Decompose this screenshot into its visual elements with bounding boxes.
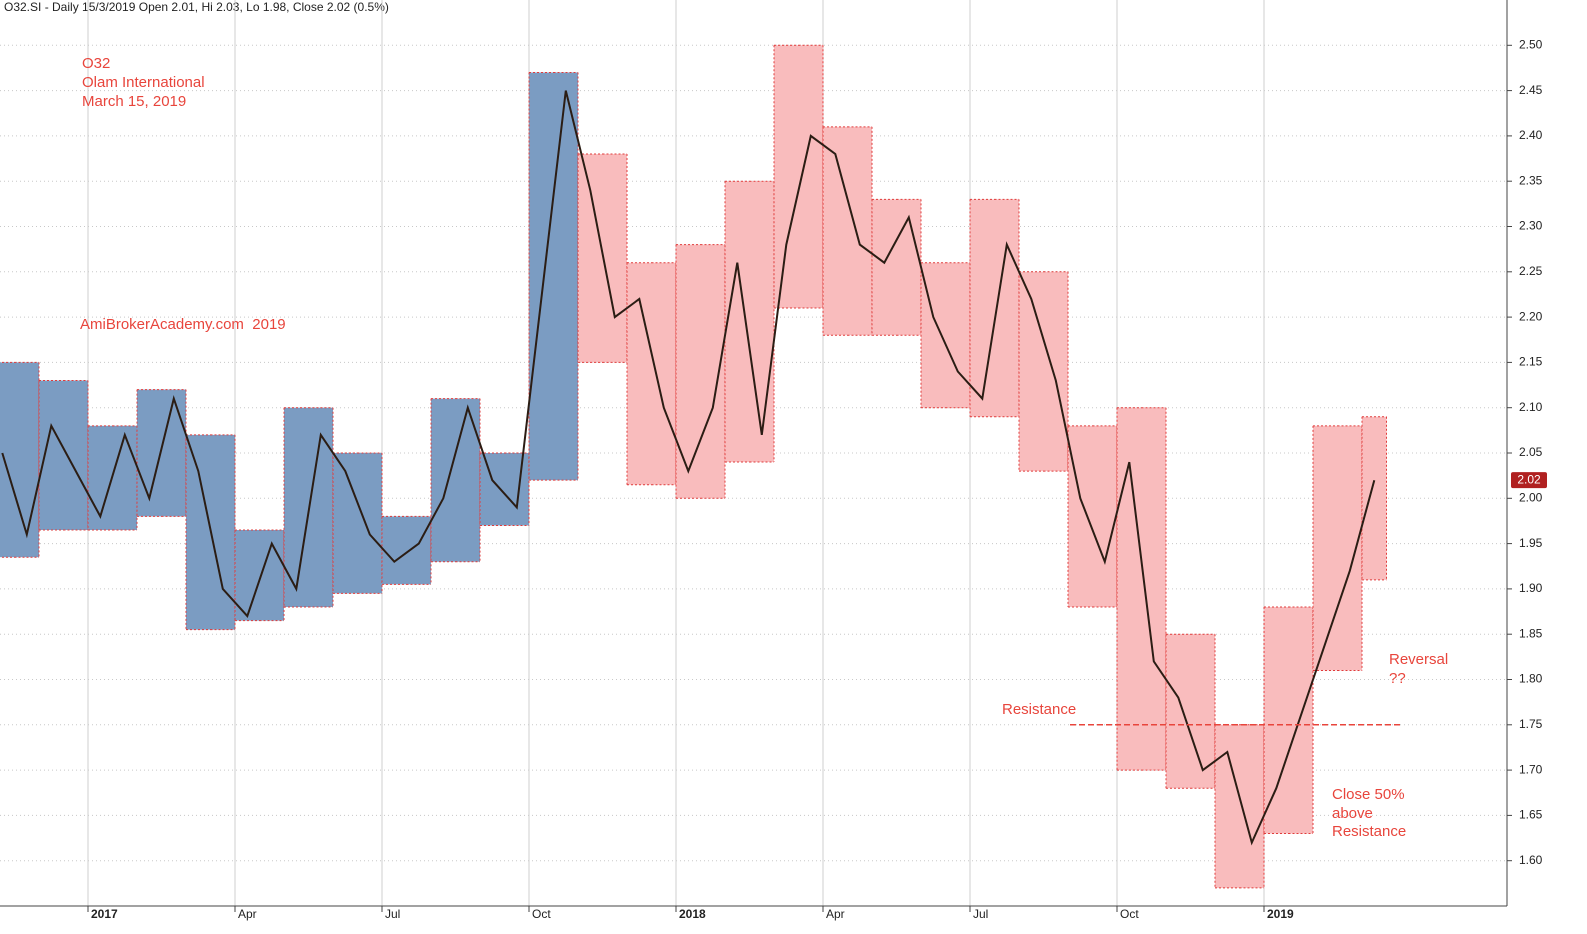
x-tick-label: 2018 [679, 907, 706, 921]
y-tick-label: 1.85 [1519, 626, 1543, 640]
range-box [945, 262, 970, 408]
y-tick-label: 1.65 [1519, 808, 1543, 822]
y-tick-label: 2.35 [1519, 173, 1543, 187]
x-tick-label: Apr [238, 907, 257, 921]
range-box [504, 453, 529, 526]
annotation: above [1332, 805, 1373, 822]
range-box [970, 199, 995, 417]
annotation: Resistance [1332, 823, 1406, 840]
range-box [1313, 425, 1338, 671]
range-box [578, 154, 603, 363]
range-box [382, 516, 407, 585]
range-box [161, 389, 186, 517]
range-box [553, 72, 578, 481]
y-tick-label: 2.00 [1519, 490, 1543, 504]
x-tick-label: Oct [532, 907, 551, 921]
annotation: ?? [1389, 670, 1406, 687]
range-box [112, 425, 137, 531]
range-box [431, 398, 456, 562]
annotation: O32 [82, 55, 110, 72]
annotation: AmiBrokerAcademy.com 2019 [80, 316, 286, 333]
annotation: Resistance [1002, 701, 1076, 718]
range-box [1288, 607, 1313, 834]
range-box [39, 380, 64, 531]
range-box [1362, 416, 1387, 580]
x-tick-label: 2019 [1267, 907, 1294, 921]
range-box [1239, 724, 1264, 888]
y-tick-label: 2.20 [1519, 309, 1543, 323]
range-box [627, 262, 652, 485]
y-tick-label: 1.60 [1519, 853, 1543, 867]
range-box [602, 154, 627, 363]
y-tick-label: 1.90 [1519, 581, 1543, 595]
range-box [1166, 634, 1191, 789]
y-tick-label: 2.15 [1519, 355, 1543, 369]
x-tick-label: 2017 [91, 907, 118, 921]
annotation: Olam International [82, 74, 205, 91]
range-box [14, 362, 39, 558]
x-tick-label: Jul [385, 907, 400, 921]
y-tick-label: 1.95 [1519, 536, 1543, 550]
y-tick-label: 2.25 [1519, 264, 1543, 278]
range-box [700, 244, 725, 499]
x-tick-label: Jul [973, 907, 988, 921]
range-box [1092, 425, 1117, 608]
plot-area [0, 44, 1387, 889]
y-tick-label: 2.45 [1519, 83, 1543, 97]
range-box [455, 398, 480, 562]
y-tick-label: 2.50 [1519, 37, 1543, 51]
y-tick-label: 2.10 [1519, 400, 1543, 414]
range-box [1215, 724, 1240, 888]
range-box [872, 199, 897, 336]
y-tick-label: 1.80 [1519, 672, 1543, 686]
range-box [896, 199, 921, 336]
y-tick-label: 2.05 [1519, 445, 1543, 459]
range-box [210, 434, 235, 630]
annotation: Reversal [1389, 651, 1448, 668]
range-box [1019, 271, 1044, 472]
y-tick-label: 2.30 [1519, 219, 1543, 233]
price-line [1, 90, 1376, 846]
range-box [847, 126, 872, 336]
range-box [1264, 607, 1289, 834]
x-tick-label: Oct [1120, 907, 1139, 921]
range-box [357, 453, 382, 594]
chart-title: O32.SI - Daily 15/3/2019 Open 2.01, Hi 2… [4, 0, 389, 14]
y-tick-label: 1.70 [1519, 762, 1543, 776]
range-box [676, 244, 701, 499]
range-box [1043, 271, 1068, 472]
last-price-label: 2.02 [1517, 472, 1541, 486]
range-box [774, 45, 799, 309]
range-box [1190, 634, 1215, 789]
range-box [333, 453, 358, 594]
annotation: March 15, 2019 [82, 93, 186, 110]
range-box [823, 126, 848, 336]
range-box [1337, 425, 1362, 671]
range-box [284, 407, 309, 608]
annotation: Close 50% [1332, 786, 1405, 803]
range-box [88, 425, 113, 531]
y-tick-label: 1.75 [1519, 717, 1543, 731]
x-tick-label: Apr [826, 907, 845, 921]
last-price-tag [1511, 472, 1547, 489]
range-box [749, 181, 774, 463]
range-box [0, 362, 15, 558]
range-box [186, 434, 211, 630]
y-tick-label: 2.40 [1519, 128, 1543, 142]
range-box [529, 72, 554, 481]
range-box [994, 199, 1019, 417]
